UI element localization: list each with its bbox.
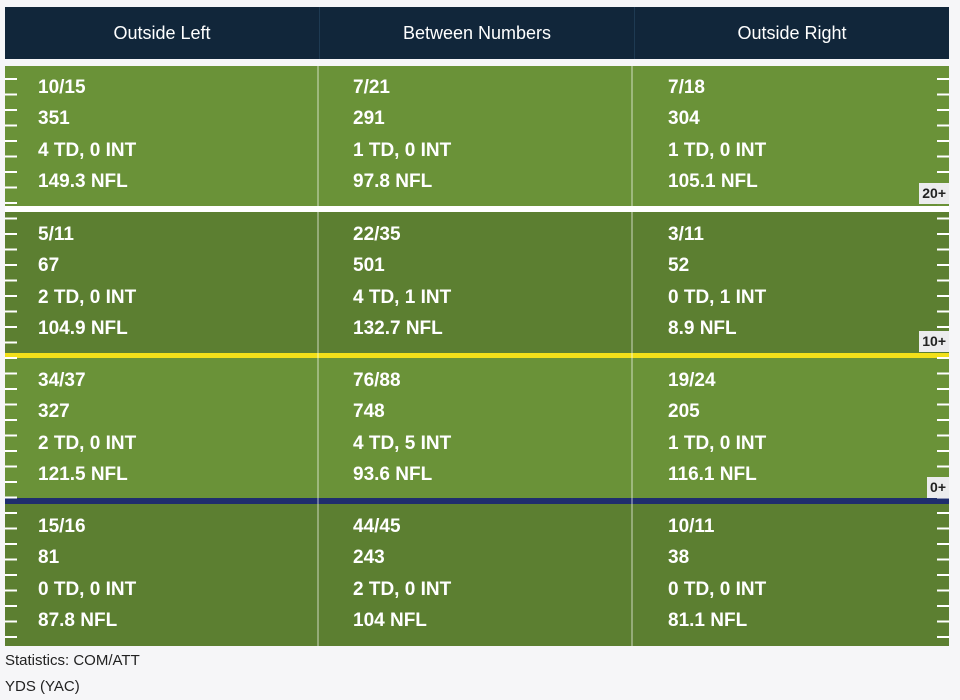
- stat-yds: 351: [38, 108, 70, 130]
- stats-legend: Statistics: COM/ATT YDS (YAC): [5, 648, 140, 700]
- stat-td-int: 0 TD, 0 INT: [38, 578, 137, 600]
- hash-marks-left: [5, 66, 17, 646]
- stat-rating: 105.1 NFL: [668, 171, 758, 193]
- hash-marks-right: [937, 66, 949, 646]
- stat-com-att: 10/15: [38, 77, 86, 98]
- stat-yds: 243: [353, 547, 385, 569]
- stat-td-int: 2 TD, 0 INT: [38, 286, 137, 308]
- stat-rating: 116.1 NFL: [668, 464, 757, 486]
- stat-cell-deep-left: 10/15 351 4 TD, 0 INT 149.3 NFL: [38, 72, 136, 198]
- stat-rating: 97.8 NFL: [353, 171, 433, 193]
- stat-rating: 149.3 NFL: [38, 171, 128, 193]
- zone-badge-10: 10+: [919, 331, 949, 352]
- football-field: 10/15 351 4 TD, 0 INT 149.3 NFL 7/21 291…: [5, 66, 949, 646]
- stat-com-att: 76/88: [353, 370, 401, 391]
- stat-cell-behind-los-left: 15/16 81 0 TD, 0 INT 87.8 NFL: [38, 511, 136, 637]
- stat-cell-intermediate-left: 5/11 67 2 TD, 0 INT 104.9 NFL: [38, 219, 136, 345]
- stat-com-att: 22/35: [353, 224, 401, 245]
- stat-td-int: 4 TD, 0 INT: [38, 139, 137, 161]
- line-20-yard: [5, 206, 949, 212]
- stat-com-att: 3/11: [668, 224, 704, 245]
- header-outside-left: Outside Left: [113, 22, 211, 43]
- legend-line-yds: YDS (YAC): [5, 678, 80, 695]
- stat-td-int: 0 TD, 1 INT: [668, 286, 767, 308]
- stat-yds: 81: [38, 547, 60, 569]
- stat-com-att: 5/11: [38, 224, 74, 245]
- stat-yds: 52: [668, 255, 690, 277]
- stat-yds: 304: [668, 108, 700, 130]
- stat-rating: 132.7 NFL: [353, 318, 443, 340]
- stat-com-att: 7/18: [668, 77, 705, 98]
- stat-com-att: 10/11: [668, 516, 715, 537]
- stat-rating: 104.9 NFL: [38, 318, 128, 340]
- stat-rating: 121.5 NFL: [38, 464, 128, 486]
- stat-cell-intermediate-middle: 22/35 501 4 TD, 1 INT 132.7 NFL: [353, 219, 451, 345]
- stat-yds: 327: [38, 401, 70, 423]
- zone-behind-los: [5, 504, 949, 646]
- stat-com-att: 15/16: [38, 516, 86, 537]
- stat-cell-short-left: 34/37 327 2 TD, 0 INT 121.5 NFL: [38, 365, 136, 491]
- stat-rating: 93.6 NFL: [353, 464, 433, 486]
- column-divider-right: [631, 66, 633, 646]
- stat-com-att: 19/24: [668, 370, 716, 391]
- stat-td-int: 2 TD, 0 INT: [353, 578, 452, 600]
- stat-td-int: 1 TD, 0 INT: [668, 432, 767, 454]
- stat-yds: 38: [668, 547, 690, 569]
- legend-line-statistics: Statistics: COM/ATT: [5, 652, 140, 669]
- line-10-yard: [5, 353, 949, 358]
- line-of-scrimmage: [5, 498, 949, 504]
- stat-yds: 501: [353, 255, 385, 277]
- zone-deep: [5, 66, 949, 206]
- stat-cell-behind-los-middle: 44/45 243 2 TD, 0 INT 104 NFL: [353, 511, 451, 637]
- stat-td-int: 4 TD, 1 INT: [353, 286, 452, 308]
- header-outside-right: Outside Right: [634, 7, 949, 59]
- stat-cell-deep-middle: 7/21 291 1 TD, 0 INT 97.8 NFL: [353, 72, 451, 198]
- zone-short: [5, 358, 949, 498]
- stat-cell-intermediate-right: 3/11 52 0 TD, 1 INT 8.9 NFL: [668, 219, 766, 345]
- stat-rating: 104 NFL: [353, 610, 427, 632]
- stat-com-att: 7/21: [353, 77, 390, 98]
- stat-rating: 87.8 NFL: [38, 610, 118, 632]
- zone-badge-20: 20+: [919, 183, 949, 204]
- stat-com-att: 44/45: [353, 516, 401, 537]
- stat-rating: 81.1 NFL: [668, 610, 748, 632]
- stat-td-int: 1 TD, 0 INT: [668, 139, 767, 161]
- zone-intermediate: [5, 212, 949, 353]
- stat-com-att: 34/37: [38, 370, 86, 391]
- header-between-numbers: Between Numbers: [319, 7, 634, 59]
- stat-cell-deep-right: 7/18 304 1 TD, 0 INT 105.1 NFL: [668, 72, 766, 198]
- stat-td-int: 2 TD, 0 INT: [38, 432, 137, 454]
- stat-cell-short-middle: 76/88 748 4 TD, 5 INT 93.6 NFL: [353, 365, 451, 491]
- stat-td-int: 4 TD, 5 INT: [353, 432, 452, 454]
- stat-yds: 748: [353, 401, 385, 423]
- stat-cell-behind-los-right: 10/11 38 0 TD, 0 INT 81.1 NFL: [668, 511, 766, 637]
- stat-cell-short-right: 19/24 205 1 TD, 0 INT 116.1 NFL: [668, 365, 766, 491]
- stat-yds: 67: [38, 255, 60, 277]
- stat-yds: 291: [353, 108, 385, 130]
- column-divider-left: [317, 66, 319, 646]
- zone-header: Outside Left Between Numbers Outside Rig…: [5, 7, 949, 59]
- stat-yds: 205: [668, 401, 700, 423]
- zone-badge-0: 0+: [927, 477, 949, 498]
- stat-td-int: 1 TD, 0 INT: [353, 139, 452, 161]
- stat-rating: 8.9 NFL: [668, 318, 737, 340]
- stat-td-int: 0 TD, 0 INT: [668, 578, 767, 600]
